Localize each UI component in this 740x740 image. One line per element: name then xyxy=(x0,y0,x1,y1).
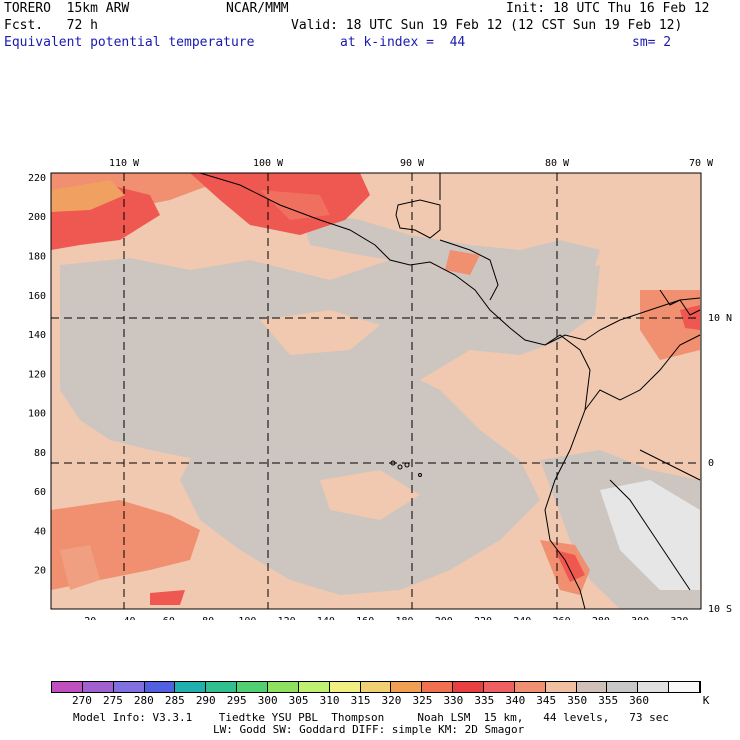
colorbar-tick-label: 325 xyxy=(412,694,433,707)
y-tick-label: 180 xyxy=(28,251,46,262)
y-tick-label: 220 xyxy=(28,173,46,184)
colorbar-tick-label: 320 xyxy=(381,694,402,707)
lon-label: 90 W xyxy=(400,158,425,169)
plot-frame xyxy=(50,172,702,610)
model-title: TORERO 15km ARW xyxy=(4,1,130,16)
colorbar-tick-label: 360 xyxy=(629,694,650,707)
colorbar-swatch xyxy=(391,682,423,692)
physics-info: LW: Godd SW: Goddard DIFF: simple KM: 2D… xyxy=(213,723,525,736)
colorbar xyxy=(51,681,701,693)
colorbar-tick-label: 300 xyxy=(257,694,278,707)
colorbar-swatch xyxy=(576,682,608,692)
colorbar-swatch xyxy=(175,682,207,692)
x-tick-label: 60 xyxy=(163,616,175,620)
x-tick-label: 280 xyxy=(592,616,610,620)
colorbar-swatch xyxy=(52,682,83,692)
lon-label: 100 W xyxy=(253,158,284,169)
colorbar-tick-label: 310 xyxy=(319,694,340,707)
graticule xyxy=(51,173,701,609)
x-tick-label: 240 xyxy=(513,616,531,620)
colorbar-tick-label: 330 xyxy=(443,694,464,707)
model-info: Model Info: V3.3.1 Tiedtke YSU PBL Thomp… xyxy=(73,711,670,724)
colorbar-swatch xyxy=(422,682,454,692)
y-tick-label: 140 xyxy=(28,330,46,341)
x-tick-label: 100 xyxy=(238,616,256,620)
colorbar-tick-label: 335 xyxy=(474,694,495,707)
colorbar-swatch xyxy=(638,682,670,692)
init-time: Init: 18 UTC Thu 16 Feb 12 xyxy=(506,1,710,16)
smoothing-info: sm= 2 xyxy=(632,35,672,50)
colorbar-swatch xyxy=(329,682,361,692)
colorbar-tick-label: 305 xyxy=(288,694,309,707)
colorbar-tick-label: 350 xyxy=(567,694,588,707)
lon-label: 70 W xyxy=(689,158,714,169)
field-shading xyxy=(51,173,700,609)
valid-time: Valid: 18 UTC Sun 19 Feb 12 (12 CST Sun … xyxy=(291,18,683,33)
x-tick-label: 160 xyxy=(356,616,374,620)
center-name: NCAR/MMM xyxy=(226,1,289,16)
y-tick-label: 20 xyxy=(34,566,46,577)
level-info: at k-index = 44 xyxy=(340,35,466,50)
colorbar-tick-label: 290 xyxy=(195,694,216,707)
x-tick-label: 40 xyxy=(124,616,136,620)
colorbar-swatch xyxy=(298,682,330,692)
coastlines xyxy=(199,173,701,609)
colorbar-swatch xyxy=(237,682,269,692)
x-tick-label: 220 xyxy=(474,616,492,620)
colorbar-tick-label: 270 xyxy=(72,694,92,707)
lat-label: 10 S xyxy=(708,604,732,615)
colorbar-tick-label: 315 xyxy=(350,694,371,707)
y-tick-label: 40 xyxy=(34,526,46,537)
colorbar-tick-label: 275 xyxy=(102,694,123,707)
forecast-hour: Fcst. 72 h xyxy=(4,18,98,33)
lat-label: 10 N xyxy=(708,313,732,324)
colorbar-swatch xyxy=(607,682,639,692)
x-tick-label: 300 xyxy=(631,616,649,620)
x-tick-label: 120 xyxy=(278,616,296,620)
colorbar-swatch xyxy=(113,682,145,692)
y-tick-label: 60 xyxy=(34,487,46,498)
lat-label: 0 xyxy=(708,458,714,469)
colorbar-swatch xyxy=(206,682,238,692)
y-tick-label: 80 xyxy=(34,448,46,459)
y-tick-label: 120 xyxy=(28,369,46,380)
colorbar-swatch xyxy=(82,682,114,692)
colorbar-tick-label: 355 xyxy=(598,694,619,707)
colorbar-tick-label: 345 xyxy=(536,694,557,707)
colorbar-swatch xyxy=(360,682,392,692)
y-tick-label: 160 xyxy=(28,291,46,302)
x-tick-label: 180 xyxy=(395,616,413,620)
colorbar-unit: K xyxy=(702,694,710,707)
x-tick-label: 20 xyxy=(84,616,96,620)
colorbar-tick-label: 285 xyxy=(164,694,185,707)
colorbar-swatch xyxy=(268,682,299,692)
x-tick-label: 140 xyxy=(317,616,335,620)
colorbar-swatch xyxy=(144,682,176,692)
colorbar-tick-label: 295 xyxy=(226,694,247,707)
field-name: Equivalent potential temperature xyxy=(4,35,255,50)
x-tick-label: 200 xyxy=(435,616,453,620)
colorbar-swatch xyxy=(453,682,485,692)
y-tick-label: 200 xyxy=(28,212,46,223)
x-tick-label: 80 xyxy=(202,616,214,620)
colorbar-tick-label: 280 xyxy=(133,694,154,707)
lon-label: 80 W xyxy=(545,158,570,169)
x-tick-label: 320 xyxy=(670,616,688,620)
colorbar-swatch xyxy=(669,682,701,692)
y-tick-label: 100 xyxy=(28,409,46,420)
lon-label: 110 W xyxy=(109,158,140,169)
colorbar-tick-label: 340 xyxy=(505,694,526,707)
map-plot: 110 W 100 W 90 W 80 W 70 W 10 N 0 10 S 2… xyxy=(28,158,732,620)
colorbar-swatch xyxy=(514,682,546,692)
colorbar-swatch xyxy=(484,682,515,692)
colorbar-swatch xyxy=(545,682,577,692)
x-tick-label: 260 xyxy=(553,616,571,620)
